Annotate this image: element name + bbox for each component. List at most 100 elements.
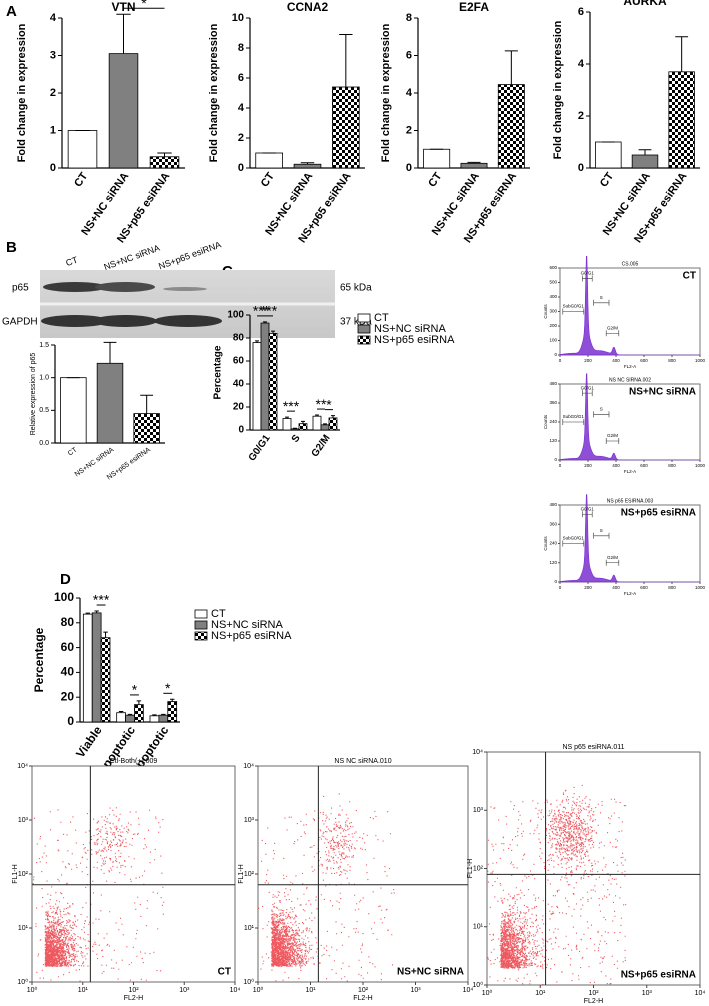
legend-swatch <box>357 335 371 345</box>
bar <box>460 162 488 169</box>
x-tick-label: 10⁰ <box>27 986 38 994</box>
significance-label: * <box>132 682 138 698</box>
x-tick-label: 800 <box>668 585 676 590</box>
gate <box>593 411 610 418</box>
chart-title: CS.005 <box>622 261 639 267</box>
error-bar <box>339 34 353 87</box>
y-tick-label: 100 <box>227 310 244 321</box>
event-cloud <box>487 784 627 986</box>
x-axis-label: FL2-H <box>584 998 603 1005</box>
significance-label: *** <box>93 592 110 608</box>
x-tick-label: 400 <box>612 585 620 590</box>
x-tick-label: 10³ <box>410 987 421 994</box>
x-tick-label: 10¹ <box>78 987 89 994</box>
x-tick-label: 1000 <box>695 463 706 468</box>
legend-label: NS+p65 esiRNA <box>211 630 292 642</box>
panel-label: D <box>60 571 71 588</box>
bar <box>149 156 180 169</box>
y-tick-label: 2 <box>238 132 244 144</box>
error-bar <box>161 713 166 716</box>
bar <box>595 141 622 169</box>
gate-label: S <box>600 407 603 412</box>
y-tick-label: 480 <box>549 502 557 507</box>
y-tick-label: 0 <box>554 457 557 462</box>
blot-column: NS+p65 esiRNA <box>157 239 222 271</box>
gate-label: G0/G1 <box>581 385 595 390</box>
x-tick-label: 10⁴ <box>695 990 706 997</box>
y-tick-label: 20 <box>233 402 245 413</box>
chart-title: NS NC siRNA.010 <box>334 758 391 765</box>
x-tick-label: 10² <box>588 990 599 997</box>
histogram-trace <box>559 255 700 356</box>
bar <box>252 342 262 431</box>
legend-label: NS+NC siRNA <box>374 323 446 335</box>
y-tick-label: 6 <box>406 49 412 61</box>
y-tick-label: 1.5 <box>39 342 49 349</box>
x-tick-label: 10² <box>358 987 369 994</box>
x-tick-label: 600 <box>640 463 648 468</box>
error-bar <box>103 631 108 638</box>
bar <box>133 413 160 444</box>
y-tick-label: 80 <box>233 333 245 344</box>
error-bar <box>116 13 131 54</box>
significance-label: ** <box>316 396 327 412</box>
y-tick-label: 10² <box>18 871 29 878</box>
error-bar <box>255 340 259 343</box>
x-tick-label: CT <box>426 170 444 189</box>
chart-title: NS NC SIRNA.002 <box>609 377 651 383</box>
histogram-trace <box>559 494 700 583</box>
error-bar <box>675 36 689 72</box>
y-tick-label: 10 <box>232 12 244 24</box>
y-tick-label: 2 <box>578 110 584 122</box>
x-axis-label: FL2-A <box>624 469 636 474</box>
bar <box>82 613 93 723</box>
y-tick-label: 40 <box>61 665 75 679</box>
gate-label: SubG0/G1 <box>563 414 585 419</box>
y-tick-label: 0 <box>578 162 584 174</box>
plot-frame <box>257 765 469 983</box>
gate-label: G2/M <box>607 555 618 560</box>
legend-swatch <box>357 313 371 323</box>
bar <box>293 163 322 169</box>
x-axis-label: FL2-A <box>624 591 636 596</box>
x-tick-label: 10⁰ <box>253 986 264 994</box>
x-tick-label: 600 <box>640 585 648 590</box>
gate <box>562 419 585 425</box>
gate <box>593 299 610 306</box>
blot-row: GAPDH <box>2 317 38 328</box>
chart-title: E2FA <box>459 0 489 14</box>
x-tick-label: G0/G1 <box>247 433 273 464</box>
x-tick-label: 10³ <box>179 987 190 994</box>
significance-label: * <box>165 680 171 696</box>
gate <box>582 511 593 518</box>
x-tick-label: 600 <box>640 358 648 363</box>
gate-label: G2/M <box>607 325 618 330</box>
x-tick-label: 10⁰ <box>482 989 493 997</box>
event-cloud <box>32 807 165 982</box>
x-tick-label: 10⁴ <box>230 987 241 994</box>
blot-size: 65 kDa <box>340 283 372 294</box>
bar <box>100 637 111 723</box>
y-tick-label: 240 <box>549 541 557 546</box>
bar <box>60 377 87 444</box>
y-tick-label: 10⁰ <box>243 978 254 986</box>
x-tick-label: 10³ <box>642 990 653 997</box>
bar <box>125 714 135 723</box>
y-tick-label: 0 <box>406 162 412 174</box>
error-bar <box>467 161 481 164</box>
y-tick-label: 10⁰ <box>17 978 28 986</box>
x-tick-label: 10¹ <box>305 987 316 994</box>
significance-label: * <box>141 0 147 11</box>
x-tick-label: 10¹ <box>535 990 546 997</box>
bar <box>96 362 124 444</box>
bar <box>312 415 322 431</box>
y-tick-label: 10¹ <box>473 924 484 931</box>
band <box>41 315 109 327</box>
bar <box>631 154 659 169</box>
error-bar <box>331 415 335 418</box>
gate <box>562 308 585 315</box>
bar <box>298 423 308 431</box>
blot: CT NS+NC siRNA NS+p65 esiRNA p65 GAPDH 6… <box>2 239 372 338</box>
